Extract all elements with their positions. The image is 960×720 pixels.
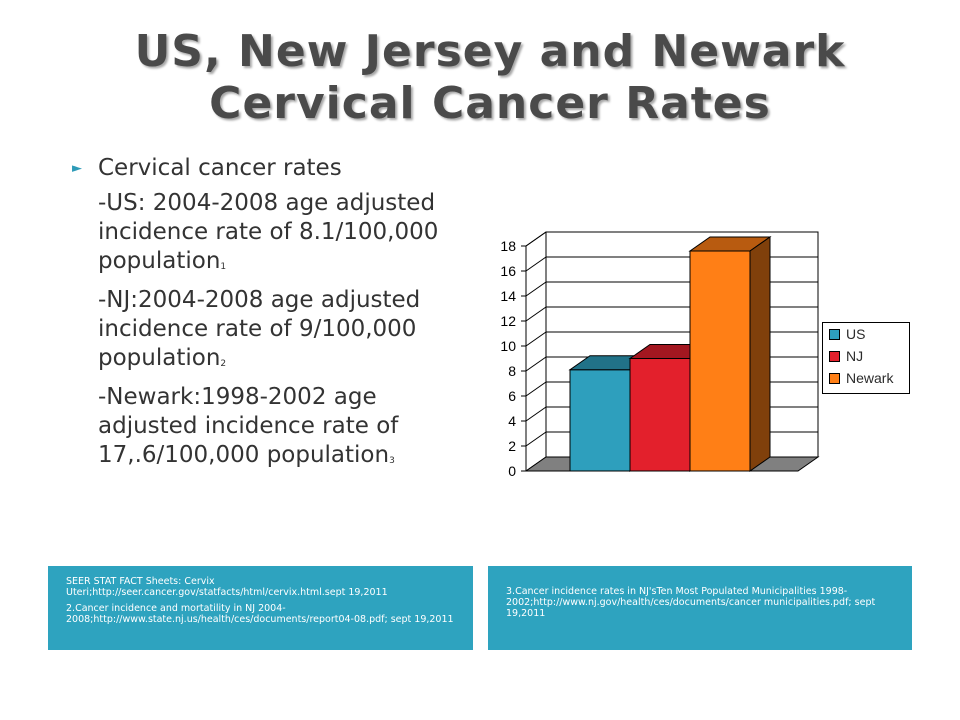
references-left: SEER STAT FACT Sheets: Cervix Uteri;http…: [48, 566, 473, 650]
y-axis-top: [525, 231, 547, 247]
legend-label: Newark: [846, 370, 894, 386]
y-tick-label: 18: [500, 238, 516, 254]
y-tick-label: 2: [508, 438, 516, 454]
bullet-item-newark: -Newark:1998-2002 age adjusted incidence…: [72, 383, 472, 476]
legend-swatch-newark: [829, 372, 840, 384]
bar-newark: [689, 250, 751, 472]
y-tick-label: 10: [500, 338, 516, 354]
y-tick-label: 0: [508, 463, 516, 479]
legend-item-nj: NJ: [823, 345, 909, 367]
arrow-bullet-icon: ►: [72, 161, 82, 176]
gridline-depth: [525, 381, 547, 397]
legend-label: US: [846, 326, 866, 342]
gridline-depth: [525, 256, 547, 272]
bar-chart-svg: 0 2 4 6 8 10 12 14 16 18: [500, 231, 820, 479]
gridline-depth: [525, 356, 547, 372]
reference-2: 2.Cancer incidence and mortatility in NJ…: [66, 603, 454, 625]
y-tick-label: 12: [500, 313, 516, 329]
y-tick-label: 8: [508, 363, 516, 379]
bullet-item-text: -NJ:2004-2008 age adjusted incidence rat…: [98, 287, 421, 371]
slide-title: US, New Jersey and Newark Cervical Cance…: [60, 26, 920, 130]
legend-swatch-nj: [829, 350, 840, 362]
legend-item-us: US: [823, 323, 909, 345]
reference-3: 3.Cancer incidence rates in NJ'sTen Most…: [506, 586, 876, 619]
y-tick-label: 14: [500, 288, 516, 304]
bar-side-newark: [749, 236, 771, 472]
footnote-marker: 3: [389, 456, 395, 466]
legend-swatch-us: [829, 328, 840, 340]
gridline-depth: [525, 306, 547, 322]
title-line-2: Cervical Cancer Rates: [209, 78, 771, 129]
gridline-depth: [525, 281, 547, 297]
bullet-item-us: -US: 2004-2008 age adjusted incidence ra…: [72, 189, 472, 282]
bar-us: [569, 369, 631, 472]
references-right: 3.Cancer incidence rates in NJ'sTen Most…: [488, 566, 912, 650]
bullet-heading-text: Cervical cancer rates: [98, 155, 342, 181]
gridline-depth: [525, 406, 547, 422]
y-tick-label: 4: [508, 413, 516, 429]
gridline-depth: [525, 431, 547, 447]
title-line-1: US, New Jersey and Newark: [134, 26, 846, 77]
legend-label: NJ: [846, 348, 864, 364]
footnote-marker: 1: [220, 262, 227, 272]
y-tick-label: 6: [508, 388, 516, 404]
bullet-item-nj: -NJ:2004-2008 age adjusted incidence rat…: [72, 286, 472, 379]
bar-chart: 0 2 4 6 8 10 12 14 16 18: [488, 216, 918, 486]
reference-1: SEER STAT FACT Sheets: Cervix Uteri;http…: [66, 576, 388, 598]
legend-item-newark: Newark: [823, 367, 909, 389]
bar-nj: [629, 358, 691, 472]
y-tick-label: 16: [500, 263, 516, 279]
bullet-item-text: -US: 2004-2008 age adjusted incidence ra…: [98, 190, 439, 274]
gridline-depth: [525, 331, 547, 347]
bullet-list: ► Cervical cancer rates -US: 2004-2008 a…: [72, 154, 472, 480]
footnote-marker: 2: [220, 359, 227, 369]
bullet-item-text: -Newark:1998-2002 age adjusted incidence…: [98, 384, 399, 468]
chart-legend: US NJ Newark: [822, 322, 910, 394]
bullet-heading: ► Cervical cancer rates: [72, 154, 472, 183]
